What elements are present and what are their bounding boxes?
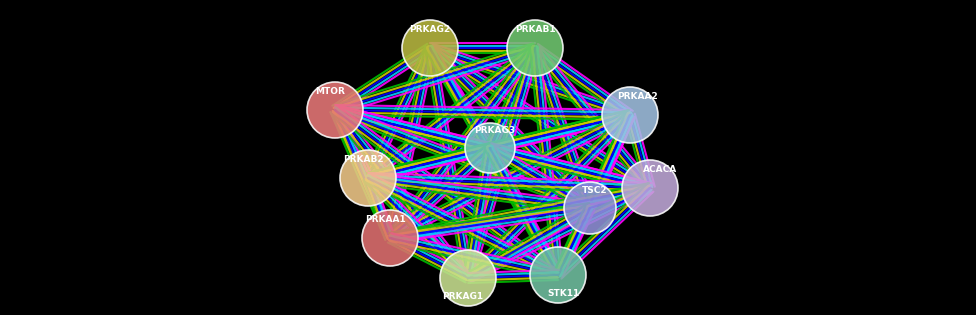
Text: PRKAA1: PRKAA1 bbox=[365, 215, 405, 224]
Circle shape bbox=[602, 87, 658, 143]
Circle shape bbox=[340, 150, 396, 206]
Circle shape bbox=[362, 210, 418, 266]
Circle shape bbox=[307, 82, 363, 138]
Text: ACACA: ACACA bbox=[643, 165, 677, 174]
Circle shape bbox=[622, 160, 678, 216]
Circle shape bbox=[440, 250, 496, 306]
Text: PRKAG1: PRKAG1 bbox=[442, 292, 483, 301]
Circle shape bbox=[402, 20, 458, 76]
Circle shape bbox=[564, 182, 616, 234]
Circle shape bbox=[530, 247, 586, 303]
Text: PRKAB2: PRKAB2 bbox=[343, 155, 384, 164]
Text: PRKAG2: PRKAG2 bbox=[410, 25, 451, 34]
Text: PRKAB1: PRKAB1 bbox=[514, 25, 555, 34]
Text: PRKAG3: PRKAG3 bbox=[474, 126, 515, 135]
Circle shape bbox=[507, 20, 563, 76]
Text: STK11: STK11 bbox=[547, 289, 579, 298]
Circle shape bbox=[465, 123, 515, 173]
Text: PRKAA2: PRKAA2 bbox=[618, 92, 659, 101]
Text: MTOR: MTOR bbox=[315, 87, 345, 96]
Text: TSC2: TSC2 bbox=[583, 186, 608, 195]
